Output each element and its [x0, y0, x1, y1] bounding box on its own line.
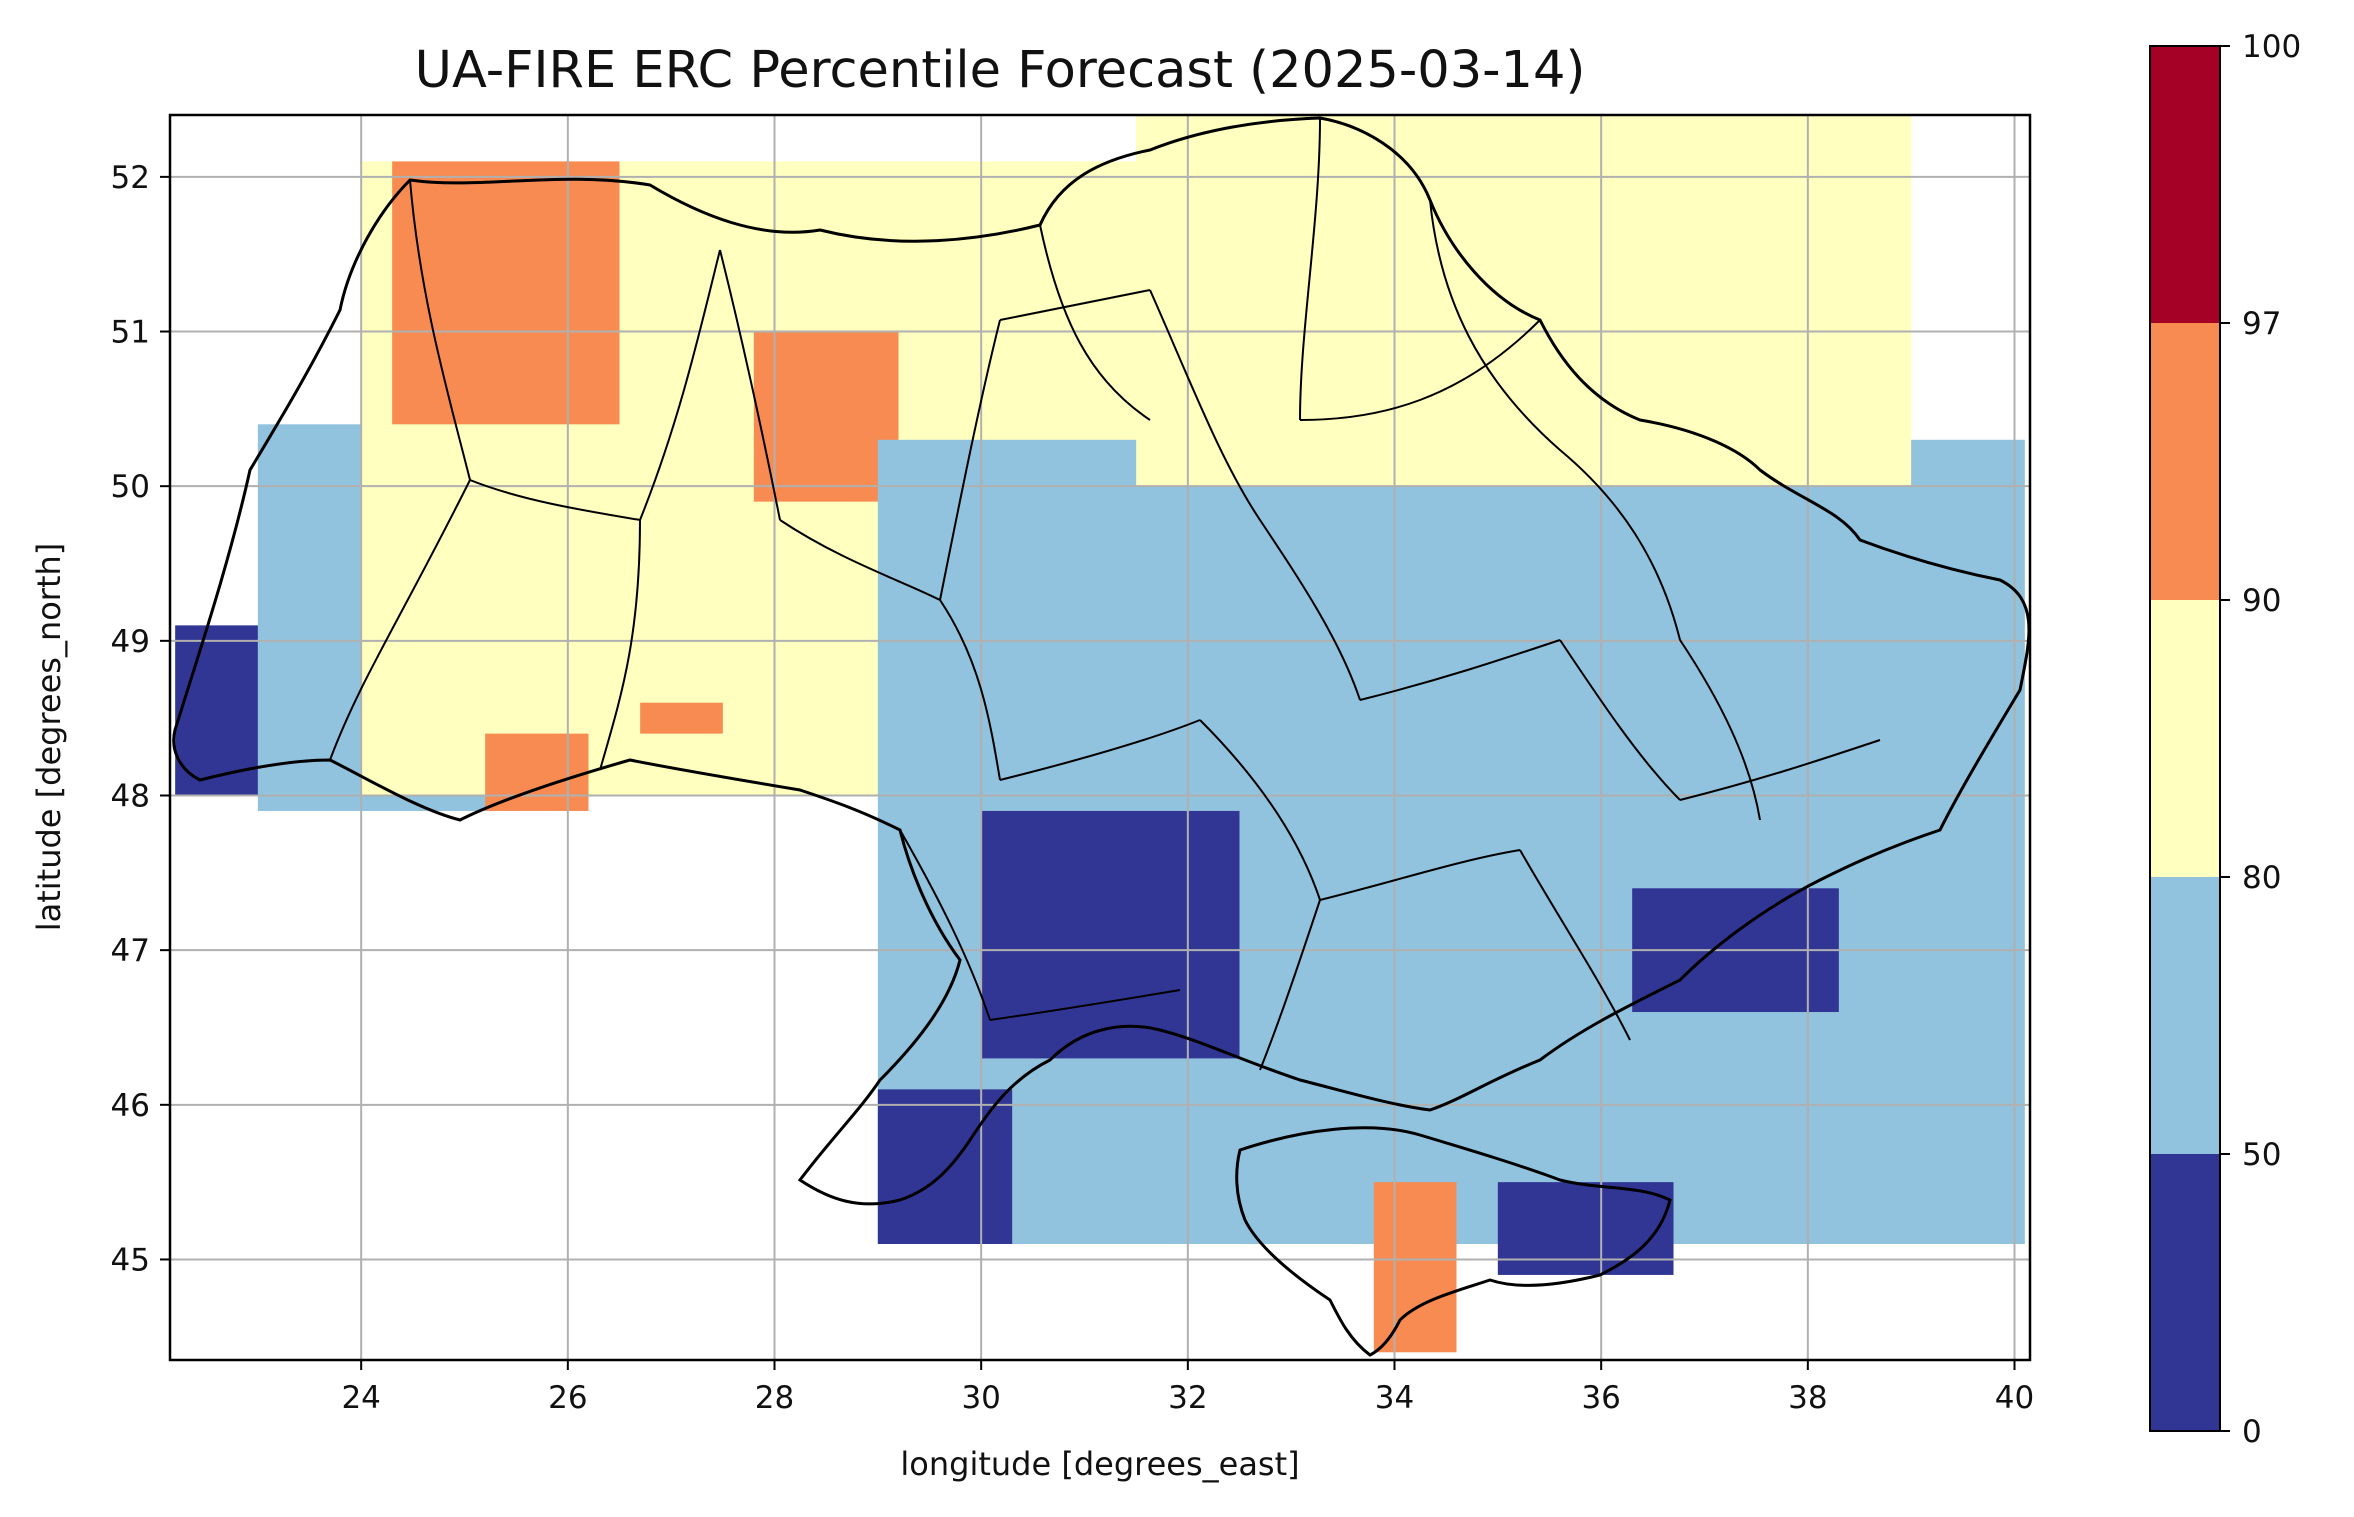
erc-cell-4 [753, 331, 899, 502]
colorbar-label: 80 [2242, 860, 2281, 896]
x-tick-label: 38 [1788, 1380, 1827, 1416]
crimea-outline [1235, 1126, 1672, 1357]
colorbar-segment [2150, 877, 2220, 1154]
country-outline [172, 116, 2030, 1357]
erc-cell-9 [877, 1089, 1013, 1245]
plot-frame [168, 113, 2032, 1362]
x-tick-label: 24 [341, 1380, 380, 1416]
x-tick-label: 36 [1581, 1380, 1620, 1416]
x-tick-label: 28 [755, 1380, 794, 1416]
y-tick-label: 51 [111, 315, 150, 351]
erc-cell-5 [485, 733, 589, 811]
colorbar-segment [2150, 600, 2220, 877]
y-tick-label: 50 [111, 469, 150, 505]
colorbar-segment [2150, 46, 2220, 323]
x-tick-label: 34 [1375, 1380, 1414, 1416]
x-tick-label: 26 [548, 1380, 587, 1416]
erc-cell-6 [640, 702, 723, 734]
y-tick-label: 46 [111, 1088, 150, 1124]
colorbar-frame [2149, 45, 2221, 1432]
colorbar-segment [2150, 1154, 2220, 1431]
colorbar-label: 0 [2242, 1414, 2262, 1450]
x-tick-label: 32 [1168, 1380, 1207, 1416]
erc-cell-8 [981, 810, 1240, 1059]
colorbar: 0 50 80 90 97 100 [2149, 29, 2301, 1450]
erc-cell-11 [1373, 1182, 1457, 1353]
y-tick-label: 47 [111, 933, 150, 969]
y-tick-label: 52 [111, 160, 150, 196]
y-tick-label: 45 [111, 1242, 150, 1278]
gridlines [170, 115, 2030, 1360]
colorbar-label: 50 [2242, 1137, 2281, 1173]
ukraine-border [172, 116, 2030, 1206]
erc-cell-10 [1136, 115, 1912, 487]
x-axis-label: longitude [degrees_east] [900, 1445, 1299, 1483]
y-axis-ticks: 45 46 47 48 49 50 51 52 [111, 160, 170, 1278]
erc-cell-12 [1497, 1182, 1674, 1275]
colorbar-label: 97 [2242, 306, 2281, 342]
erc-cell-3 [392, 161, 620, 425]
oblast-boundaries [329, 117, 1881, 1071]
colorbar-label: 100 [2242, 29, 2301, 65]
x-tick-label: 30 [961, 1380, 1000, 1416]
y-tick-label: 49 [111, 624, 150, 660]
x-tick-label: 40 [1995, 1380, 2034, 1416]
x-axis-ticks: 24 26 28 30 32 34 36 38 40 [341, 1360, 2034, 1416]
colorbar-segment [2150, 323, 2220, 600]
y-axis-label: latitude [degrees_north] [30, 543, 68, 932]
colorbar-label: 90 [2242, 583, 2281, 619]
chart-title: UA-FIRE ERC Percentile Forecast (2025-03… [415, 41, 1586, 100]
y-tick-label: 48 [111, 778, 150, 814]
map-area [170, 115, 2030, 1360]
